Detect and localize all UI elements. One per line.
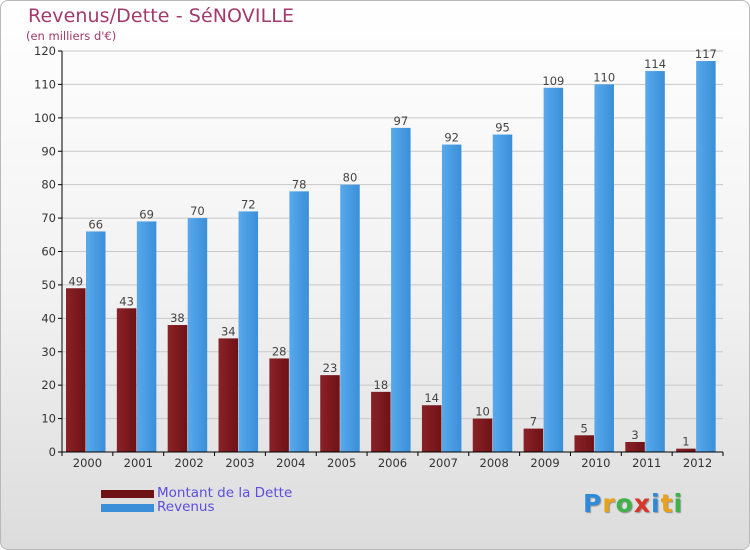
x-tick-label: 2008: [480, 456, 509, 470]
data-label-debt: 28: [272, 344, 287, 358]
data-label-debt: 38: [170, 311, 185, 325]
y-tick-label: 60: [41, 245, 56, 259]
logo-letter: x: [633, 489, 651, 518]
bar-revenue: [136, 221, 157, 452]
bar-debt: [625, 441, 645, 452]
bar-debt: [218, 338, 239, 452]
logo-letter: i: [673, 489, 684, 518]
y-tick-label: 80: [41, 178, 56, 192]
data-label-debt: 3: [631, 428, 638, 442]
x-tick-label: 2009: [530, 456, 559, 470]
data-label-debt: 43: [119, 294, 134, 308]
data-label-debt: 23: [323, 361, 338, 375]
data-label-debt: 5: [581, 421, 588, 435]
bar-revenue: [238, 211, 259, 452]
legend-label-revenue: Revenus: [157, 499, 215, 515]
x-tick-label: 2004: [276, 456, 305, 470]
x-tick-label: 2002: [174, 456, 203, 470]
bar-revenue: [645, 71, 665, 453]
logo-letter: o: [615, 489, 634, 518]
bar-revenue: [696, 61, 716, 453]
y-tick-label: 50: [41, 278, 56, 292]
data-label-debt: 14: [424, 391, 439, 405]
x-tick-label: 2012: [683, 456, 712, 470]
data-label-debt: 18: [374, 378, 389, 392]
x-tick-label: 2010: [581, 456, 610, 470]
bar-debt: [66, 288, 86, 452]
y-tick-label: 100: [34, 111, 56, 125]
bar-revenue: [187, 218, 208, 452]
y-tick-label: 70: [41, 211, 56, 225]
x-tick-label: 2001: [124, 456, 153, 470]
y-tick-label: 30: [41, 345, 56, 359]
y-tick-label: 0: [49, 445, 56, 459]
data-label-debt: 49: [68, 274, 83, 288]
data-label-revenue: 97: [394, 114, 409, 128]
data-label-revenue: 80: [343, 171, 358, 185]
data-label-revenue: 110: [593, 70, 615, 84]
x-tick-label: 2007: [429, 456, 458, 470]
bar-revenue: [441, 144, 462, 453]
data-label-revenue: 117: [695, 47, 717, 61]
x-tick-label: 2003: [225, 456, 254, 470]
bar-revenue: [86, 231, 106, 452]
bar-debt: [320, 375, 340, 452]
data-label-revenue: 109: [542, 74, 564, 88]
legend-swatch-revenue: [101, 504, 154, 512]
bar-debt: [167, 325, 188, 452]
bar-revenue: [289, 191, 309, 452]
chart-subtitle: (en milliers d'€): [26, 29, 117, 43]
data-label-revenue: 69: [139, 207, 154, 221]
data-label-revenue: 70: [190, 204, 205, 218]
y-tick-label: 120: [34, 44, 56, 58]
bar-debt: [574, 435, 594, 452]
x-tick-label: 2000: [73, 456, 102, 470]
bar-debt: [116, 308, 137, 452]
data-label-debt: 1: [682, 435, 689, 449]
data-label-debt: 7: [530, 415, 537, 429]
data-label-debt: 34: [221, 324, 236, 338]
data-label-revenue: 92: [444, 131, 459, 145]
bar-revenue: [543, 87, 564, 452]
x-tick-label: 2006: [378, 456, 407, 470]
data-label-revenue: 95: [495, 121, 510, 135]
bar-debt: [676, 448, 696, 452]
proxiti-logo: Proxiti: [583, 489, 683, 518]
logo-letter: r: [602, 489, 616, 518]
legend-swatch-debt: [101, 490, 154, 498]
bar-debt: [421, 405, 442, 452]
y-tick-label: 90: [41, 144, 56, 158]
logo-letter: i: [651, 489, 661, 518]
y-tick-label: 40: [41, 311, 56, 325]
data-label-revenue: 66: [88, 217, 103, 231]
bar-revenue: [492, 134, 513, 452]
bar-debt: [472, 418, 493, 452]
y-tick-label: 20: [41, 378, 56, 392]
bar-debt: [269, 358, 289, 452]
x-tick-label: 2005: [327, 456, 356, 470]
bar-debt: [371, 391, 391, 452]
y-tick-label: 110: [34, 77, 56, 91]
bar-revenue: [340, 184, 360, 452]
logo-letter: P: [583, 489, 603, 518]
data-label-revenue: 72: [241, 197, 256, 211]
x-tick-label: 2011: [632, 456, 661, 470]
y-tick-label: 10: [41, 412, 56, 426]
bar-revenue: [594, 84, 614, 453]
bar-revenue: [391, 127, 411, 452]
chart-title: Revenus/Dette - SéNOVILLE: [28, 5, 295, 27]
bar-debt: [523, 428, 544, 452]
legend-label-debt: Montant de la Dette: [157, 485, 293, 501]
logo-letter: t: [660, 489, 674, 518]
data-label-debt: 10: [475, 405, 490, 419]
data-label-revenue: 78: [292, 177, 307, 191]
data-label-revenue: 114: [644, 57, 666, 71]
